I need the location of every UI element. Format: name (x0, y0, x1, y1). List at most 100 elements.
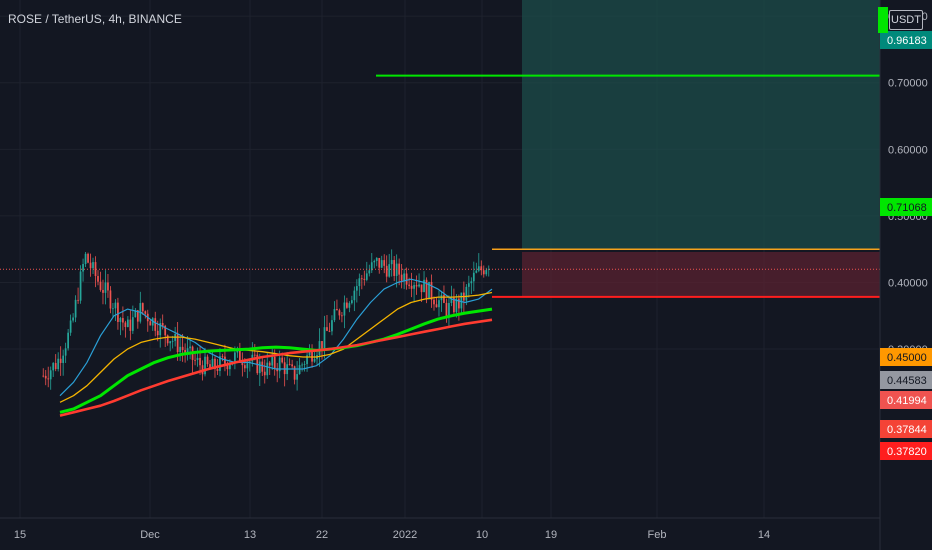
candle-body (323, 327, 326, 349)
candle-body (341, 315, 343, 317)
x-tick-label: 22 (316, 529, 328, 541)
candle-body (331, 320, 333, 332)
currency-badge[interactable]: USDT (878, 7, 923, 33)
candle-body (238, 348, 241, 363)
candle-body (122, 318, 124, 323)
loss-zone (522, 251, 880, 297)
candle-body (375, 257, 378, 261)
candle-body (82, 264, 84, 272)
price-tag-last-price[interactable] (880, 391, 932, 409)
candle-body (281, 357, 284, 363)
price-tag-entry[interactable] (880, 348, 932, 366)
candle-body (72, 317, 74, 321)
candle-body (117, 302, 119, 322)
candle-body (216, 369, 219, 371)
x-tick-label: Feb (648, 529, 667, 541)
candle-body (84, 253, 87, 265)
x-tick-label: 14 (758, 529, 770, 541)
candle-body (288, 364, 291, 366)
candle-body (69, 320, 72, 333)
candle-body (194, 359, 196, 361)
candle-body (261, 361, 264, 372)
candle-body (410, 285, 413, 289)
candle-body (112, 308, 114, 310)
candle-body (79, 271, 82, 301)
candle-body (472, 272, 475, 282)
candle-body (438, 300, 440, 308)
candle-body (318, 341, 321, 356)
candle-body (273, 356, 276, 369)
candle-body (102, 289, 104, 293)
price-tag-take-profit-2[interactable] (880, 31, 932, 49)
candle-body (480, 266, 483, 271)
candle-body (368, 270, 371, 274)
price-tag-label-take-profit-1: 0.71068 (887, 202, 927, 214)
candle-body (413, 285, 415, 289)
candle-body (144, 311, 147, 314)
candle-body (405, 273, 408, 285)
candle-body (92, 262, 94, 269)
y-tick-label: 0.60000 (888, 144, 928, 156)
candle-body (363, 278, 366, 280)
candle-body (470, 281, 473, 284)
candle-body (403, 273, 406, 281)
candle-body (94, 262, 97, 277)
candle-body (134, 310, 137, 318)
candle-body (186, 348, 189, 354)
price-tag-label-ma-value: 0.37820 (887, 446, 927, 458)
candle-body (226, 363, 229, 370)
price-tag-high-marker[interactable] (880, 371, 932, 389)
candle-body (365, 273, 368, 280)
candle-body (443, 294, 445, 303)
moving-average-slow (59, 307, 493, 414)
y-tick-label: 0.70000 (888, 78, 928, 90)
candle-body (482, 270, 485, 275)
candle-body (298, 365, 301, 375)
price-tag-take-profit-1[interactable] (880, 198, 932, 216)
candle-body (104, 282, 107, 293)
candle-body (156, 330, 159, 336)
candle-body (326, 327, 328, 331)
candle-body (149, 321, 152, 326)
candle-body (59, 358, 62, 363)
candle-body (303, 364, 306, 365)
candle-body (271, 356, 274, 366)
candle-body (293, 366, 296, 380)
candle-body (181, 346, 184, 351)
y-tick-label: 0.40000 (888, 277, 928, 289)
candle-body (211, 358, 214, 369)
candle-body (350, 300, 353, 304)
candle-body (253, 354, 256, 356)
candle-body (343, 302, 346, 316)
price-tag-stop-loss[interactable] (880, 420, 932, 438)
candle-body (114, 302, 117, 309)
candle-body (425, 279, 428, 300)
candle-body (373, 260, 376, 263)
candle-body (54, 363, 57, 370)
candle-body (467, 283, 470, 287)
candle-body (97, 276, 99, 282)
candle-body (57, 358, 60, 370)
candle-body (477, 266, 480, 271)
price-tag-label-last-price: 0.41994 (887, 395, 927, 407)
candle-body (199, 357, 201, 366)
candle-body (276, 368, 279, 372)
candle-body (169, 341, 172, 344)
candle-body (124, 322, 127, 328)
candle-body (42, 375, 45, 377)
candle-body (283, 362, 286, 375)
candle-body (219, 356, 221, 371)
candle-body (485, 270, 488, 275)
candle-body (321, 341, 323, 349)
candle-body (234, 352, 236, 362)
candle-body (435, 304, 438, 308)
candle-body (221, 356, 224, 358)
candle-body (141, 303, 144, 312)
candle-body (154, 318, 157, 331)
candle-body (99, 281, 102, 290)
candle-body (129, 319, 132, 331)
candle-body (47, 378, 50, 380)
price-tag-ma-value[interactable] (880, 442, 932, 460)
